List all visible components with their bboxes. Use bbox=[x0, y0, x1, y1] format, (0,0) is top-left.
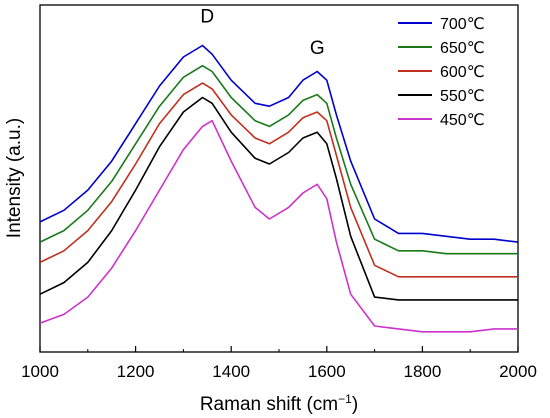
x-tick-label: 1400 bbox=[212, 362, 250, 381]
legend: 700℃ 650℃ 600℃ 550℃ 450℃ bbox=[398, 16, 485, 129]
x-axis-title: Raman shift (cm−1) bbox=[200, 392, 358, 415]
series-line-1 bbox=[39, 64, 518, 255]
legend-label: 600℃ bbox=[440, 64, 485, 81]
series-line-2 bbox=[39, 82, 518, 278]
peak-label-d: D bbox=[200, 6, 214, 27]
legend-label: 650℃ bbox=[440, 40, 485, 57]
peak-annotations: DG bbox=[200, 6, 324, 59]
series-line-0 bbox=[39, 44, 519, 243]
legend-label: 550℃ bbox=[440, 88, 485, 105]
x-axis-title-end: ) bbox=[352, 394, 358, 415]
legend-label: 700℃ bbox=[440, 16, 485, 33]
x-axis-title-main: Raman shift (cm bbox=[200, 394, 338, 415]
x-tick-label: 2000 bbox=[499, 362, 537, 381]
x-axis-title-sup: −1 bbox=[338, 392, 352, 406]
series-line-3 bbox=[39, 96, 518, 301]
x-tick-label: 1200 bbox=[117, 362, 155, 381]
x-tick-label: 1800 bbox=[403, 362, 441, 381]
legend-label: 450℃ bbox=[440, 112, 485, 129]
x-tick-label: 1000 bbox=[21, 362, 59, 381]
x-tick-label: 1600 bbox=[308, 362, 346, 381]
x-axis-ticks: 1000 1200 1400 1600 1800 2000 bbox=[21, 346, 537, 381]
y-axis-title: Intensity (a.u.) bbox=[4, 118, 25, 238]
series-layer bbox=[39, 44, 519, 333]
peak-label-g: G bbox=[310, 38, 325, 59]
series-line-4 bbox=[39, 119, 518, 333]
